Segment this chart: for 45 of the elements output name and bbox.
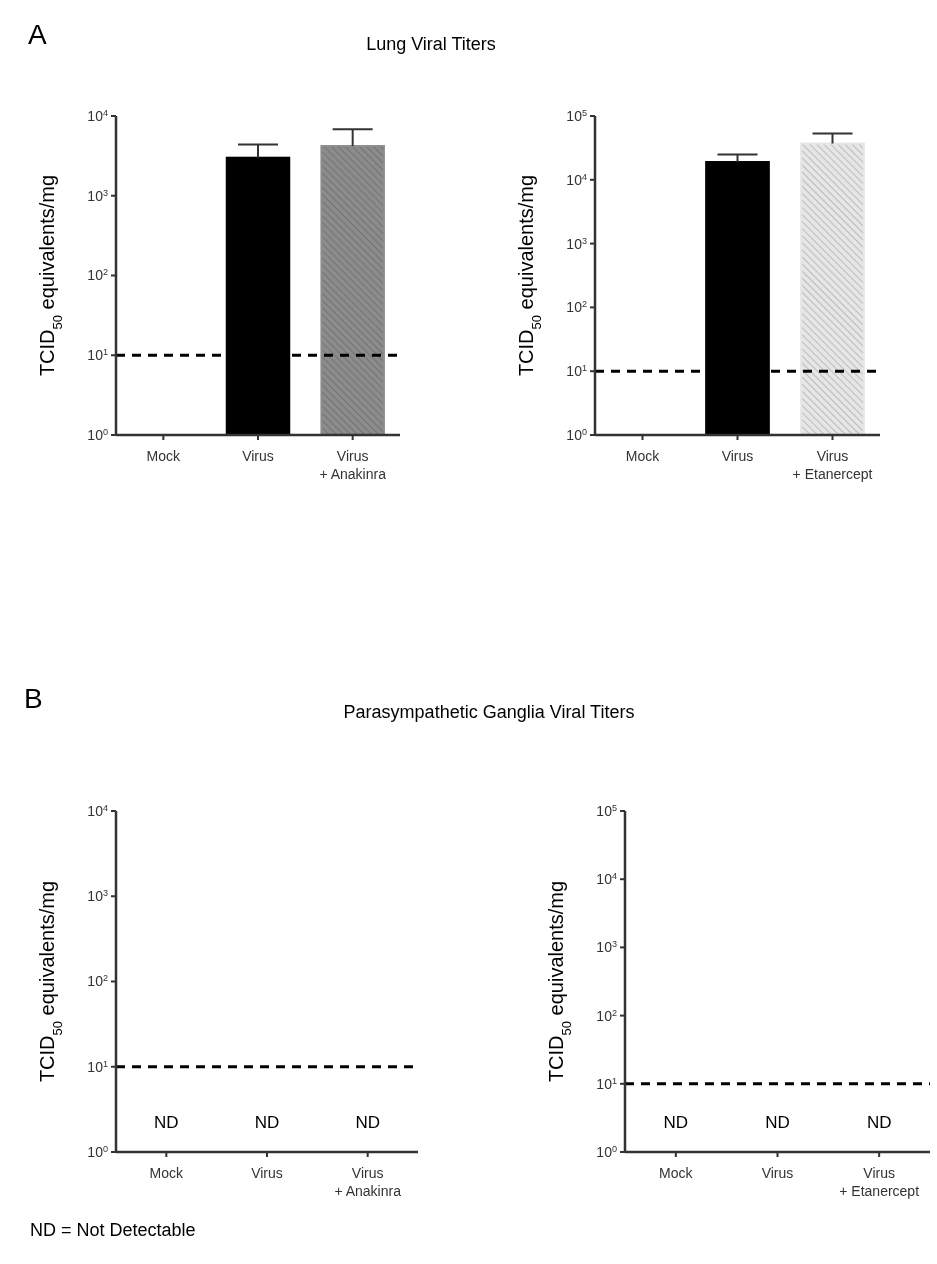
text: ND	[765, 1113, 790, 1132]
y-tick-label: 10$^{2}$	[87, 267, 108, 284]
text: ND	[254, 1113, 280, 1132]
y-tick-label: 10$^{0}$	[87, 1143, 108, 1160]
y-tick-label: 10$^{5}$	[566, 107, 587, 124]
y-tick-label: 10$^{3}$	[87, 187, 108, 204]
y-tick-label: 10$^{0}$	[87, 426, 108, 443]
y-tick-label: 10$^{3}$	[87, 888, 108, 905]
x-tick-label: Virus + Etanercept	[839, 1165, 920, 1199]
text: ND	[663, 1113, 689, 1132]
x-tick-label: Virus + Anakinra	[334, 1165, 402, 1199]
y-tick-label: 10$^{1}$	[87, 347, 108, 364]
y-tick-label: 10$^{0}$	[566, 426, 587, 443]
x-tick-label: Virus + Anakinra	[319, 448, 387, 482]
y-tick-label: 10$^{1}$	[87, 1058, 108, 1075]
x-tick-label: Virus	[242, 448, 274, 464]
x-tick-label: Virus	[251, 1165, 283, 1181]
y-tick-label: 10$^{3}$	[596, 939, 617, 956]
text: A	[28, 19, 47, 50]
y-tick-label: 10$^{2}$	[596, 1007, 617, 1024]
text: Parasympathetic Ganglia Viral Titers	[343, 702, 635, 722]
text: ND	[866, 1113, 892, 1132]
y-tick-label: 10$^{4}$	[87, 107, 108, 124]
y-tick-label: 10$^{1}$	[596, 1075, 617, 1092]
x-tick-label: Mock	[659, 1165, 694, 1181]
x-tick-label: Virus + Etanercept	[792, 448, 873, 482]
text: ND	[154, 1113, 179, 1132]
text: ND	[355, 1113, 380, 1132]
y-tick-label: 10$^{4}$	[566, 171, 587, 188]
x-tick-label: Virus	[761, 1165, 794, 1181]
y-tick-label: 10$^{4}$	[87, 802, 108, 819]
text: B	[24, 683, 43, 714]
x-tick-label: Mock	[625, 448, 661, 464]
y-tick-label: 10$^{0}$	[596, 1143, 617, 1160]
x-tick-label: Virus	[721, 448, 754, 464]
chart-title: Lung Viral Titers	[366, 34, 496, 54]
y-tick-label: 10$^{1}$	[566, 363, 587, 380]
y-tick-label: 10$^{2}$	[87, 973, 108, 990]
x-tick-label: Mock	[149, 1165, 185, 1181]
text: ND = Not Detectable	[30, 1220, 196, 1240]
y-tick-label: 10$^{2}$	[566, 299, 587, 316]
y-tick-label: 10$^{3}$	[566, 235, 587, 252]
y-tick-label: 10$^{5}$	[596, 802, 617, 819]
x-tick-label: Mock	[146, 448, 182, 464]
y-tick-label: 10$^{4}$	[596, 871, 617, 888]
